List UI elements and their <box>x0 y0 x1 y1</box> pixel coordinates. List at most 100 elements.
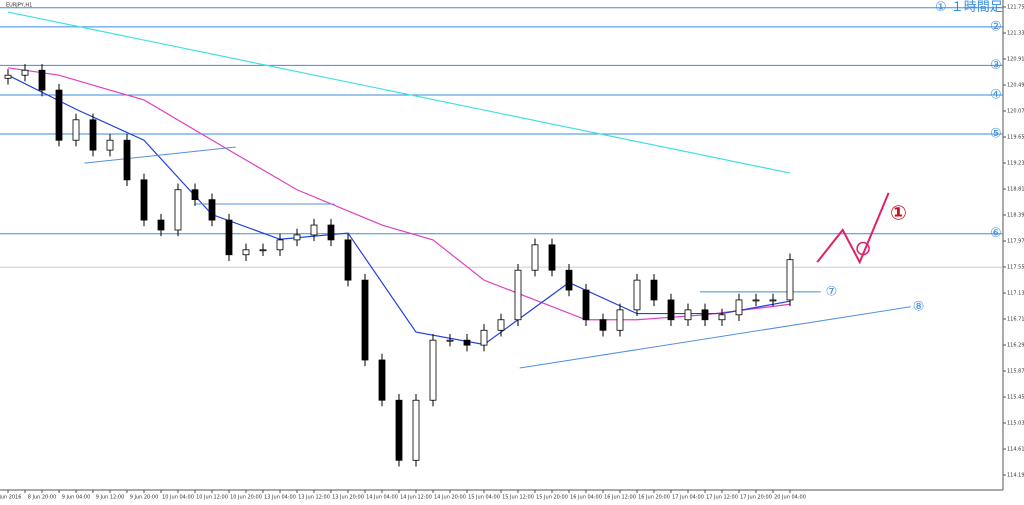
y-tick-label: 120.492 <box>1007 82 1024 88</box>
x-tick-label: 20 Jun 04:00 <box>774 495 806 501</box>
x-tick-label: 8 Jun 2016 <box>0 495 21 501</box>
candle-body <box>89 119 97 151</box>
y-tick-label: 121.752 <box>1007 4 1024 10</box>
candle-body <box>565 269 573 291</box>
candle-body <box>55 89 63 141</box>
x-tick-label: 14 Jun 12:00 <box>400 495 432 501</box>
candle-body <box>327 224 335 241</box>
y-tick-label: 117.552 <box>1007 265 1024 271</box>
x-tick-label: 16 Jun 04:00 <box>570 495 602 501</box>
candle-body <box>769 299 777 302</box>
x-tick-label: 14 Jun 20:00 <box>434 495 466 501</box>
candle-body <box>752 299 760 302</box>
candle-body <box>4 74 12 79</box>
y-tick-label: 118.392 <box>1007 213 1024 219</box>
candle-body <box>633 279 641 311</box>
candle-body <box>395 399 403 461</box>
trendline <box>84 146 236 164</box>
candle-body <box>548 244 556 271</box>
candle-body <box>378 359 386 401</box>
candle-body <box>38 69 46 91</box>
level-label: ④ <box>990 88 1002 103</box>
moving-average <box>7 67 791 321</box>
candle-body <box>293 234 301 241</box>
candle-body <box>21 69 29 76</box>
x-tick-label: 17 Jun 12:00 <box>706 495 738 501</box>
x-tick-label: 15 Jun 04:00 <box>468 495 500 501</box>
candle-body <box>514 269 522 321</box>
level-label: ⑥ <box>990 226 1002 241</box>
x-tick-label: 10 Jun 04:00 <box>162 495 194 501</box>
x-tick-label: 15 Jun 12:00 <box>502 495 534 501</box>
candle-body <box>157 219 165 231</box>
candle-body <box>208 199 216 221</box>
trendline <box>519 306 911 369</box>
candle-body <box>191 189 199 201</box>
candle-body <box>242 249 250 256</box>
y-tick-label: 119.652 <box>1007 135 1024 141</box>
y-tick-label: 115.032 <box>1007 421 1024 427</box>
candle-body <box>310 224 318 236</box>
candle-body <box>174 189 182 231</box>
candle-body <box>480 329 488 346</box>
x-tick-label: 15 Jun 20:00 <box>536 495 568 501</box>
candle-body <box>701 309 709 321</box>
x-tick-label: 16 Jun 20:00 <box>638 495 670 501</box>
y-tick-label: 117.972 <box>1007 239 1024 245</box>
candle-body <box>106 139 114 151</box>
candle-body <box>497 319 505 331</box>
level-label: ② <box>990 19 1002 34</box>
x-tick-label: 13 Jun 12:00 <box>298 495 330 501</box>
y-tick-label: 119.232 <box>1007 161 1024 167</box>
candle-body <box>429 339 437 401</box>
candle-body <box>582 289 590 321</box>
candle-body <box>735 299 743 316</box>
candle-body <box>259 249 267 252</box>
candle-body <box>463 339 471 346</box>
level-label: ⑤ <box>990 127 1002 142</box>
candle-body <box>72 119 80 141</box>
candle-body <box>684 309 692 321</box>
y-tick-label: 116.292 <box>1007 343 1024 349</box>
x-tick-label: 14 Jun 04:00 <box>366 495 398 501</box>
scenario-path <box>816 192 890 265</box>
x-tick-label: 8 Jun 20:00 <box>28 495 57 501</box>
level-label: ⑦ <box>826 284 838 299</box>
scenario-circle <box>856 241 870 256</box>
moving-average <box>7 74 791 346</box>
x-tick-label: 10 Jun 12:00 <box>196 495 228 501</box>
candle-body <box>667 299 675 321</box>
x-tick-label: 9 Jun 20:00 <box>130 495 159 501</box>
candle-body <box>446 339 454 342</box>
candle-body <box>361 279 369 361</box>
candle-body <box>650 279 658 301</box>
chart-title: EURJPY,H1 <box>6 3 32 9</box>
moving-average <box>7 11 791 174</box>
x-tick-label: 13 Jun 20:00 <box>332 495 364 501</box>
candle-body <box>276 239 284 251</box>
candle-body <box>225 219 233 256</box>
y-tick-label: 121.332 <box>1007 30 1024 36</box>
y-tick-label: 116.712 <box>1007 317 1024 323</box>
y-tick-label: 115.452 <box>1007 395 1024 401</box>
level-label: ① １時間足 <box>935 0 1003 15</box>
scenario-label: ① <box>890 201 907 225</box>
level-label: ③ <box>990 58 1002 73</box>
trendline-label: ⑧ <box>913 299 925 314</box>
y-tick-label: 118.812 <box>1007 187 1024 193</box>
x-tick-label: 17 Jun 04:00 <box>672 495 704 501</box>
candle-body <box>786 259 794 301</box>
x-tick-label: 9 Jun 12:00 <box>96 495 125 501</box>
x-tick-label: 9 Jun 04:00 <box>62 495 91 501</box>
x-tick-label: 13 Jun 04:00 <box>264 495 296 501</box>
candle-body <box>718 314 726 321</box>
y-tick-label: 114.612 <box>1007 447 1024 453</box>
x-tick-label: 10 Jun 20:00 <box>230 495 262 501</box>
x-tick-label: 17 Jun 20:00 <box>740 495 772 501</box>
candle-body <box>616 309 624 331</box>
y-tick-label: 117.132 <box>1007 291 1024 297</box>
candle-body <box>412 399 420 461</box>
candle-body <box>140 179 148 221</box>
